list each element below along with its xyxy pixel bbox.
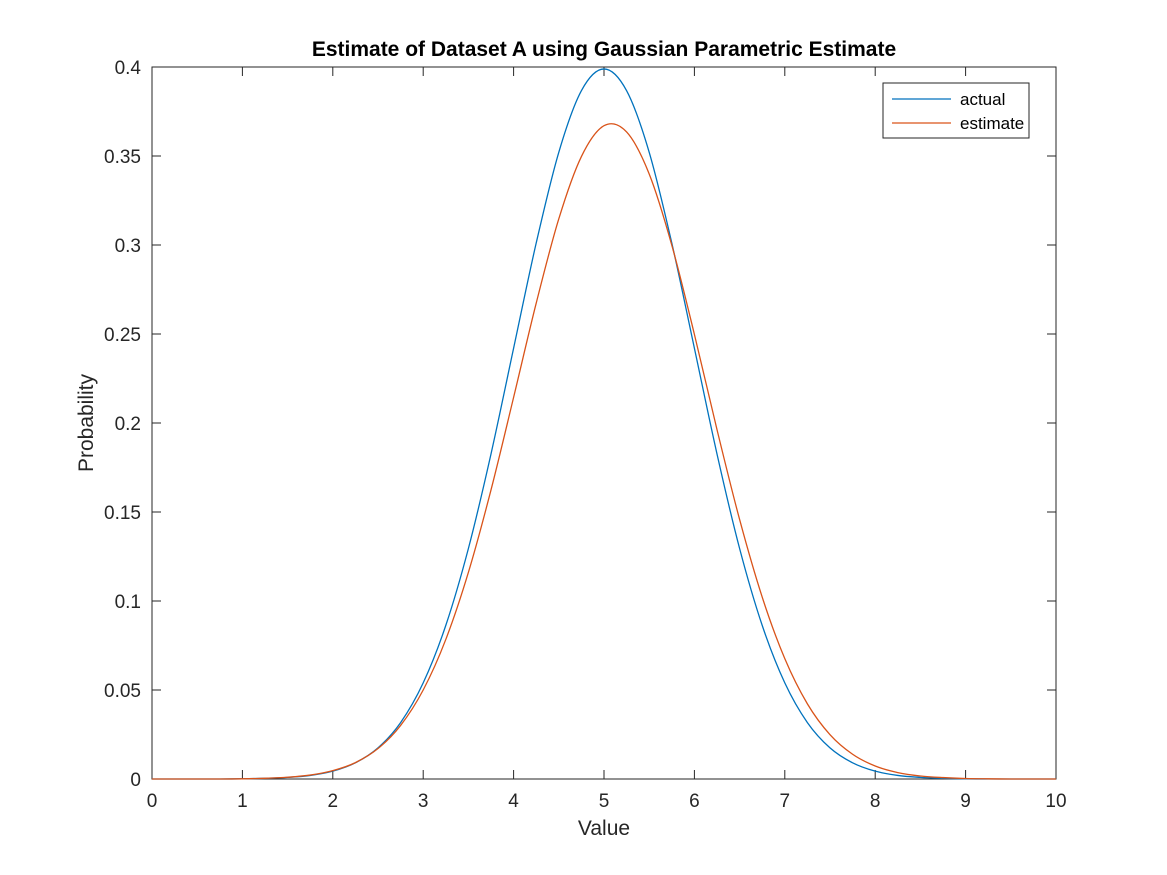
x-tick-label: 8 <box>870 791 881 812</box>
series-lines <box>152 68 1056 780</box>
axes <box>151 66 1057 780</box>
x-tick-label: 3 <box>418 791 429 812</box>
x-tick-label: 4 <box>508 791 519 812</box>
y-axis-ticks: 0 0.05 0.1 0.15 0.2 0.25 0.3 0.35 0.4 <box>104 58 1056 791</box>
y-tick-label: 0.15 <box>104 503 141 524</box>
x-tick-label: 10 <box>1045 791 1066 812</box>
legend: actual estimate <box>882 82 1030 139</box>
y-axis-label: Probability <box>75 373 98 472</box>
y-tick-label: 0.25 <box>104 325 141 346</box>
legend-label-actual: actual <box>960 90 1005 109</box>
x-tick-label: 1 <box>237 791 248 812</box>
x-tick-label: 6 <box>689 791 700 812</box>
y-tick-label: 0.3 <box>115 236 141 257</box>
x-tick-label: 2 <box>328 791 339 812</box>
x-axis-ticks: 0 1 2 3 4 5 6 7 8 9 10 <box>147 67 1067 812</box>
y-tick-label: 0.05 <box>104 681 141 702</box>
legend-box <box>882 82 1030 139</box>
y-tick-label: 0.35 <box>104 147 141 168</box>
y-tick-label: 0.4 <box>115 58 142 79</box>
y-tick-label: 0.2 <box>115 414 141 435</box>
x-tick-label: 5 <box>599 791 610 812</box>
x-tick-label: 9 <box>960 791 971 812</box>
x-tick-label: 7 <box>780 791 791 812</box>
series-line-estimate <box>152 123 1056 780</box>
x-axis-label: Value <box>578 817 630 840</box>
chart-title: Estimate of Dataset A using Gaussian Par… <box>312 38 896 61</box>
legend-label-estimate: estimate <box>960 114 1024 133</box>
x-tick-label: 0 <box>147 791 158 812</box>
y-tick-label: 0.1 <box>115 592 141 613</box>
y-tick-label: 0 <box>130 770 141 791</box>
plot-area <box>151 66 1057 780</box>
